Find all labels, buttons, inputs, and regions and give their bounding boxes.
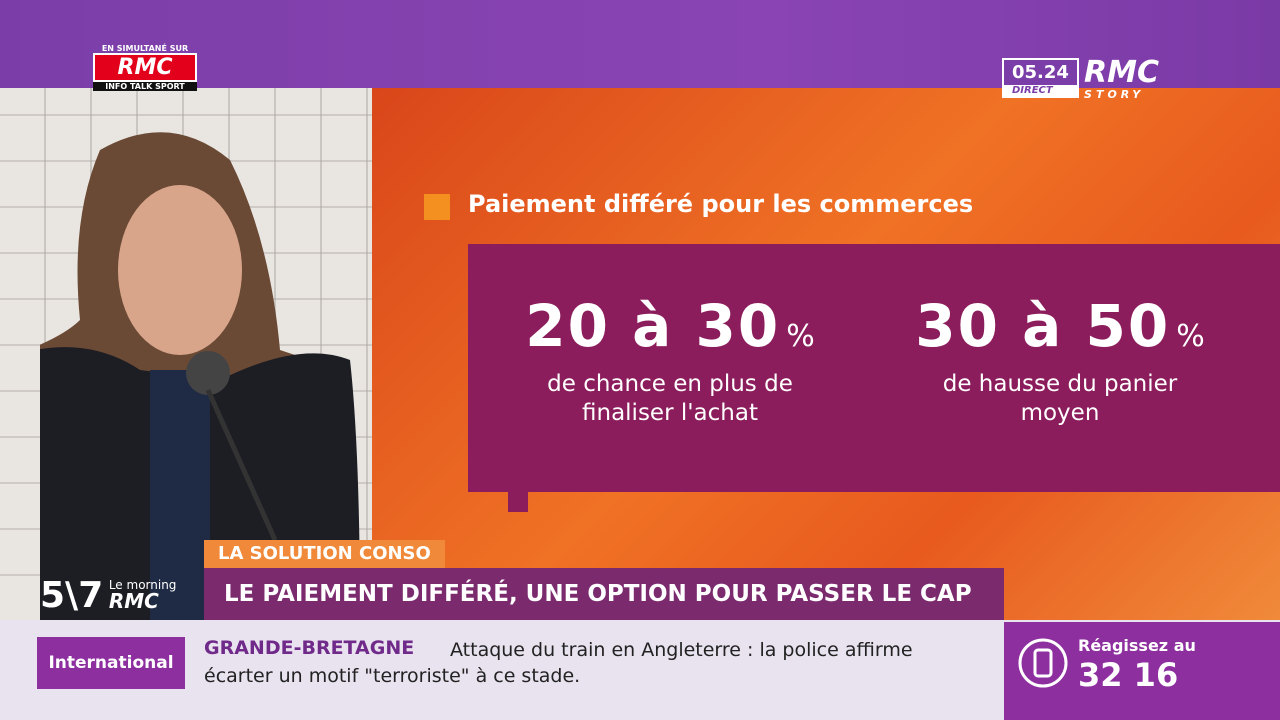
phone-icon <box>1018 638 1068 688</box>
segment-label: LA SOLUTION CONSO <box>204 540 445 568</box>
channel: STORY <box>1084 88 1145 101</box>
sms-number: 32 16 <box>1078 656 1179 694</box>
stat: 30 à 50% de hausse du panier moyen <box>860 292 1260 428</box>
stat-unit: % <box>1176 319 1205 354</box>
brand: RMC <box>108 589 159 613</box>
ticker-country: GRANDE-BRETAGNE <box>204 637 415 659</box>
live-label: DIRECT <box>1012 85 1053 96</box>
heading-marker <box>424 194 450 220</box>
ticker-text: Attaque du train en Angleterre : la poli… <box>204 639 913 687</box>
stat-description: de hausse du panier moyen <box>860 370 1260 428</box>
brand: RMC <box>1084 55 1160 90</box>
stats-box <box>468 244 1280 492</box>
caption: EN SIMULTANÉ SUR <box>101 44 189 53</box>
line: finaliser l'achat <box>582 400 758 426</box>
line: de chance en plus de <box>547 371 793 397</box>
stat-unit: % <box>786 319 815 354</box>
stat-value: 20 à 30 <box>525 292 781 360</box>
decoration <box>508 490 528 512</box>
line: de hausse du panier <box>942 371 1178 397</box>
subtitle: INFO TALK SPORT <box>93 82 197 91</box>
show-number: 5\7 <box>40 575 104 616</box>
brand: RMC <box>93 53 197 82</box>
clock: 05.24 DIRECT RMC STORY <box>1002 58 1159 102</box>
stat-value: 30 à 50 <box>915 292 1171 360</box>
show-logo: 5\7 Le morning RMC <box>40 575 176 616</box>
graphic-heading: Paiement différé pour les commerces <box>468 190 974 218</box>
category: International <box>37 637 185 689</box>
rmc-logo: EN SIMULTANÉ SUR RMC INFO TALK SPORT <box>93 44 197 91</box>
reaction-box: Réagissez au 32 16 <box>1004 622 1280 720</box>
time: 05.24 <box>1004 60 1077 85</box>
prompt: Réagissez au <box>1078 636 1196 655</box>
tagline: Le morning <box>108 578 177 592</box>
line: moyen <box>1020 400 1100 426</box>
stat: 20 à 30% de chance en plus de finaliser l… <box>470 292 870 428</box>
headline: LE PAIEMENT DIFFÉRÉ, UNE OPTION POUR PAS… <box>204 568 1004 620</box>
stat-description: de chance en plus de finaliser l'achat <box>470 370 870 428</box>
